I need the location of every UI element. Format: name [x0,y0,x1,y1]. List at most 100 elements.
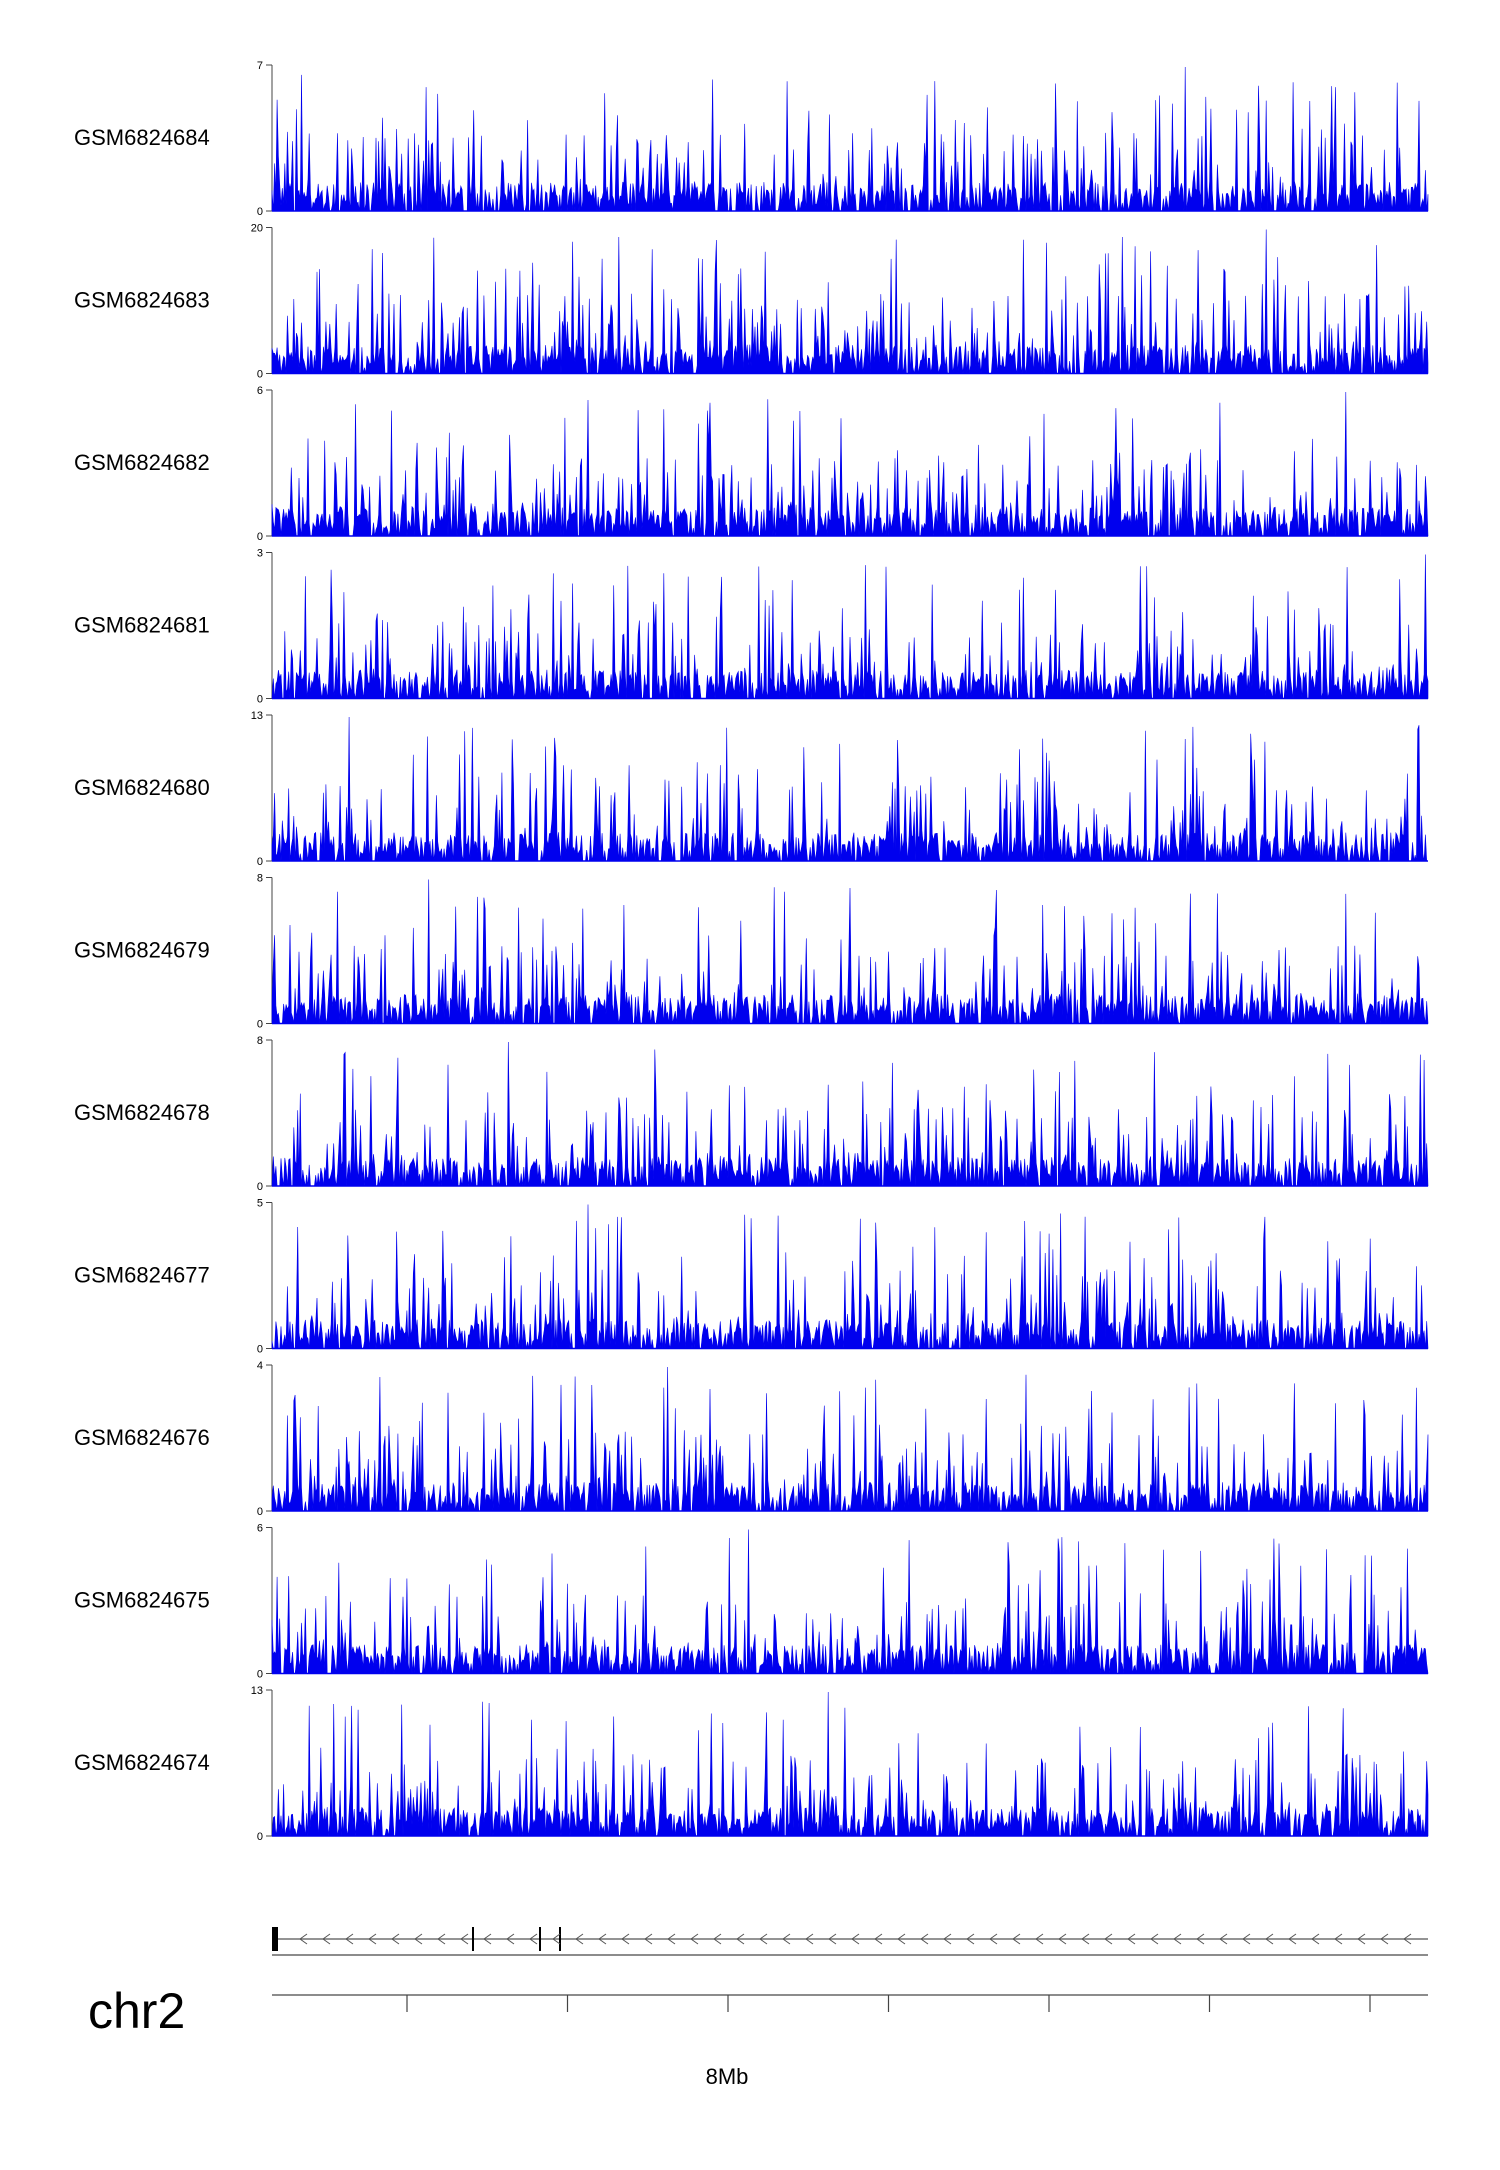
strand-arrow [414,1933,423,1945]
track-ymax-label: 3 [257,548,263,560]
strand-arrow [1104,1933,1113,1945]
signal-area [271,1691,1429,1837]
strand-arrow [621,1933,630,1945]
track-label: GSM6824677 [74,1263,210,1288]
track-label: GSM6824674 [74,1750,210,1775]
chromosome-label: chr2 [88,1983,185,2039]
track-ymax-label: 13 [251,1685,263,1697]
strand-arrow [897,1933,906,1945]
strand-arrow [667,1933,676,1945]
signal-area [271,1204,1429,1349]
strand-arrow [506,1933,515,1945]
strand-arrow [391,1933,400,1945]
track-ymin-label: 0 [257,206,263,218]
strand-arrow [966,1933,975,1945]
strand-arrow [299,1933,308,1945]
strand-arrow [1380,1933,1389,1945]
track-GSM6824678: GSM6824678 8 0 [74,1035,1429,1193]
track-GSM6824677: GSM6824677 5 0 [74,1198,1429,1356]
strand-arrow [1288,1933,1297,1945]
track-label: GSM6824681 [74,613,210,638]
strand-arrow [1357,1933,1366,1945]
track-ymin-label: 0 [257,531,263,543]
strand-arrow [368,1933,377,1945]
track-GSM6824684: GSM6824684 7 0 [74,60,1429,218]
strand-arrow [345,1933,354,1945]
strand-arrow [552,1933,561,1945]
track-GSM6824682: GSM6824682 6 0 [74,385,1429,543]
track-label: GSM6824682 [74,450,210,475]
strand-arrow [1219,1933,1228,1945]
strand-arrow [1127,1933,1136,1945]
track-label: GSM6824680 [74,775,210,800]
strand-arrow [529,1933,538,1945]
track-label: GSM6824684 [74,125,210,150]
track-label: GSM6824683 [74,288,210,313]
track-GSM6824679: GSM6824679 8 0 [74,873,1429,1031]
strand-arrow [989,1933,998,1945]
strand-arrow [1196,1933,1205,1945]
strand-arrow [1403,1933,1412,1945]
track-ymin-label: 0 [257,1669,263,1681]
signal-area [271,391,1429,537]
strand-arrow [575,1933,584,1945]
gene-exon-start [272,1927,278,1951]
strand-arrow [1058,1933,1067,1945]
strand-arrow [943,1933,952,1945]
track-label: GSM6824679 [74,938,210,963]
track-ymax-label: 5 [257,1198,263,1210]
strand-arrow [1150,1933,1159,1945]
strand-arrow [1173,1933,1182,1945]
strand-arrow [805,1933,814,1945]
strand-arrow [1081,1933,1090,1945]
genomic-axis-tick-label: 8Mb [706,2064,749,2089]
strand-arrow [874,1933,883,1945]
track-label: GSM6824675 [74,1588,210,1613]
strand-arrow [759,1933,768,1945]
strand-arrow [1265,1933,1274,1945]
signal-area [271,1366,1429,1512]
signal-area [271,554,1429,699]
strand-arrow [483,1933,492,1945]
strand-arrow [644,1933,653,1945]
track-GSM6824681: GSM6824681 3 0 [74,548,1429,706]
signal-area [271,716,1428,862]
track-ymax-label: 8 [257,1035,263,1047]
track-GSM6824675: GSM6824675 6 0 [74,1523,1429,1681]
track-ymin-label: 0 [257,1506,263,1518]
track-label: GSM6824678 [74,1100,210,1125]
track-GSM6824683: GSM6824683 20 0 [74,223,1429,381]
strand-arrow [736,1933,745,1945]
signal-area [271,879,1429,1024]
strand-arrow [851,1933,860,1945]
strand-arrow [1012,1933,1021,1945]
strand-arrow [322,1933,331,1945]
track-ymin-label: 0 [257,1019,263,1031]
signal-area [271,229,1429,374]
gene-track [272,1927,1428,1956]
track-GSM6824674: GSM6824674 13 0 [74,1685,1429,1843]
strand-arrow [1242,1933,1251,1945]
strand-arrow [828,1933,837,1945]
track-ymax-label: 4 [257,1360,263,1372]
track-ymax-label: 13 [251,710,263,722]
signal-area [271,1529,1429,1674]
track-ymin-label: 0 [257,856,263,868]
track-ymin-label: 0 [257,1831,263,1843]
strand-arrow [437,1933,446,1945]
track-ymin-label: 0 [257,1344,263,1356]
track-ymax-label: 20 [251,223,263,235]
strand-arrow [713,1933,722,1945]
track-GSM6824680: GSM6824680 13 0 [74,710,1428,868]
track-ymin-label: 0 [257,694,263,706]
strand-arrow [1334,1933,1343,1945]
track-ymax-label: 6 [257,1523,263,1535]
track-ymin-label: 0 [257,369,263,381]
strand-arrow [782,1933,791,1945]
strand-arrow [460,1933,469,1945]
strand-arrow [690,1933,699,1945]
signal-tracks: GSM682468470GSM6824683200GSM682468260GSM… [74,60,1429,1843]
strand-arrow [1035,1933,1044,1945]
strand-arrow [1311,1933,1320,1945]
